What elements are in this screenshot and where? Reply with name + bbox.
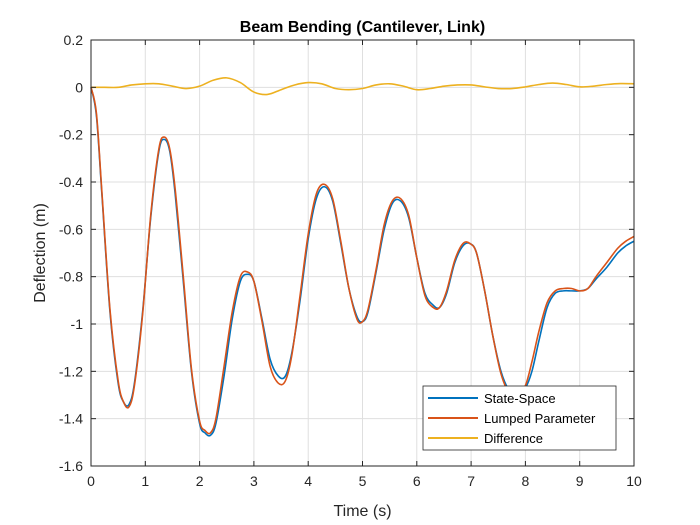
x-tick-label: 10 [626, 473, 642, 489]
x-tick-label: 2 [196, 473, 204, 489]
legend-label-lumped-parameter: Lumped Parameter [484, 411, 596, 426]
x-tick-label: 9 [576, 473, 584, 489]
x-tick-label: 4 [304, 473, 312, 489]
series-line-difference [91, 76, 635, 96]
series-layer [90, 76, 635, 437]
y-tick-label: -0.2 [59, 127, 83, 143]
y-tick-label: 0 [75, 79, 83, 95]
legend-label-state-space: State-Space [484, 391, 556, 406]
y-tick-label: -1.6 [59, 458, 83, 474]
chart-title: Beam Bending (Cantilever, Link) [240, 19, 485, 36]
y-tick-label: -0.6 [59, 221, 83, 237]
x-tick-label: 6 [413, 473, 421, 489]
legend: State-Space Lumped Parameter Difference [422, 385, 617, 451]
y-tick-label: -1.2 [59, 363, 83, 379]
x-tick-label: 1 [141, 473, 149, 489]
x-tick-label: 5 [359, 473, 367, 489]
x-tick-label: 7 [467, 473, 475, 489]
axis-ticks: 0 1 2 3 4 5 6 7 8 9 10 0.2 0 -0.2 -0.4 -0.6 -0.8 -1 -1.2 -1… [59, 32, 642, 489]
y-tick-label: 0.2 [64, 32, 84, 48]
y-tick-label: -0.4 [59, 174, 83, 190]
legend-label-difference: Difference [484, 431, 543, 446]
y-tick-label: -1.4 [59, 411, 83, 427]
x-tick-label: 8 [522, 473, 530, 489]
x-tick-label: 3 [250, 473, 258, 489]
y-tick-label: -1 [71, 316, 84, 332]
x-tick-label: 0 [87, 473, 95, 489]
y-axis-title: Deflection (m) [32, 203, 49, 303]
x-axis-title: Time (s) [333, 503, 391, 520]
series-line-lumped-parameter [90, 87, 635, 435]
y-tick-label: -0.8 [59, 269, 83, 285]
